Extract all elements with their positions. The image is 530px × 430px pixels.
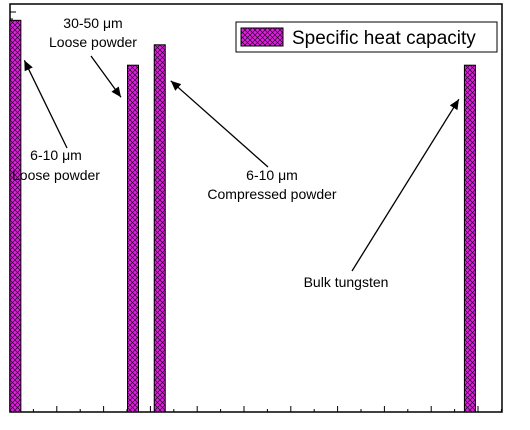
annotation-arrow-line [23, 60, 68, 149]
plot-frame [9, 3, 503, 413]
annotation-label: 30-50 μm [63, 15, 122, 31]
annotation-label: Compressed powder [207, 186, 337, 202]
annotation-label: Loose powder [49, 34, 137, 50]
annotation-arrow-line [170, 80, 269, 168]
bar-1 [9, 19, 22, 413]
annotation-arrowhead [449, 99, 459, 111]
bar-3 [153, 44, 166, 413]
legend-swatch [240, 27, 284, 47]
legend-box [235, 21, 498, 53]
annotation-label: 6-10 μm [246, 167, 298, 183]
legend-label: Specific heat capacity [292, 28, 476, 49]
bar-2 [127, 64, 139, 413]
annotation-arrow-line [351, 98, 460, 272]
annotation-arrowhead [24, 60, 33, 72]
annotation-label: Loose powder [12, 167, 100, 183]
bar-4 [463, 64, 476, 413]
annotation-arrowhead [170, 80, 182, 91]
annotation-label: Bulk tungsten [304, 274, 389, 290]
annotation-arrowhead [111, 86, 121, 98]
annotation-label: 6-10 μm [30, 147, 82, 163]
